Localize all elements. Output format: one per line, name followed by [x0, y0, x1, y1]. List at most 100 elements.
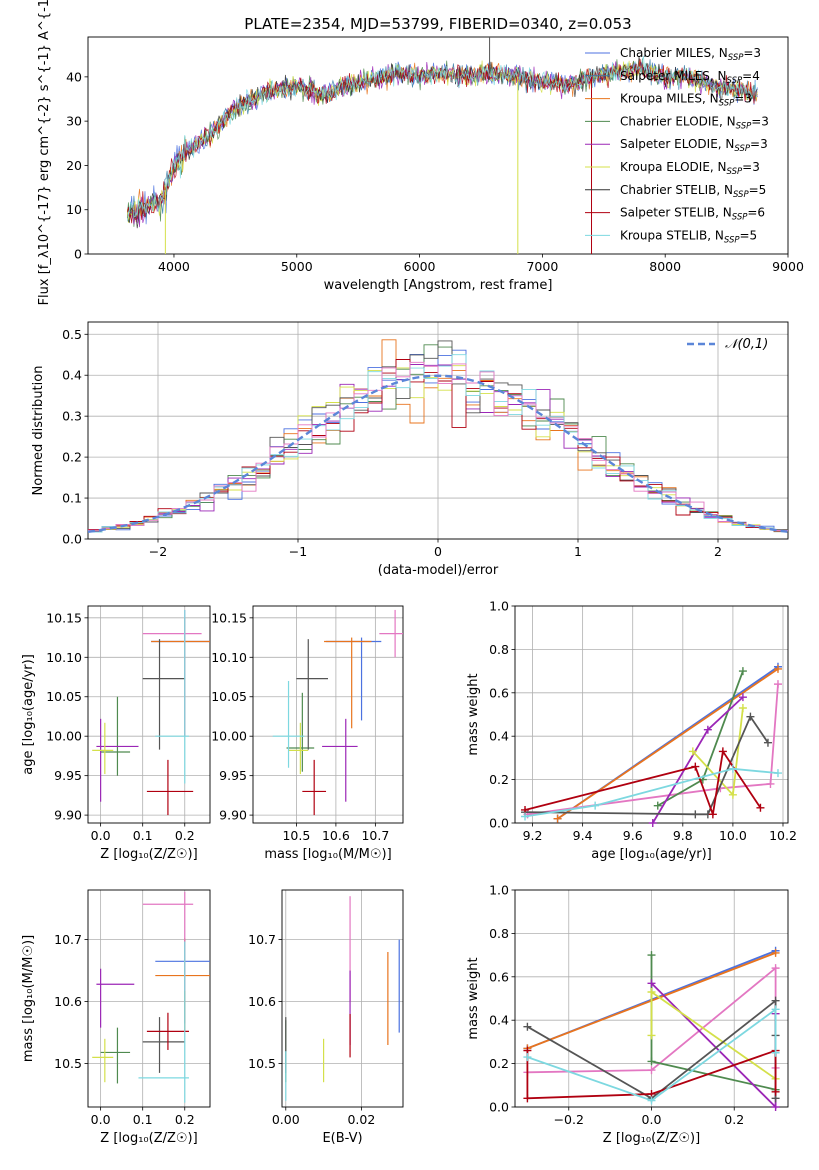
x-tick-label: 10.0: [719, 828, 747, 843]
axes-frame: [281, 889, 404, 1108]
y-tick-label: 0.4: [489, 729, 509, 744]
axes-frame: [87, 36, 789, 255]
massweight-line: [527, 684, 779, 816]
massweight-point: [771, 996, 780, 1005]
massweight-point: [647, 987, 656, 996]
massweight-point: [691, 762, 700, 771]
points-mass_vs_Z: [92, 891, 210, 1103]
y-tick-label: 0.2: [489, 772, 509, 787]
massweight-point: [763, 738, 772, 747]
figure-title: PLATE=2354, MJD=53799, FIBERID=0340, z=0…: [244, 15, 631, 33]
massweight-point: [647, 1066, 656, 1075]
axes-residuals: −2 −1 0 1 2 0.0 0.1 0.2 0.3 0.4 0.5 (data-model)/er…: [31, 321, 789, 578]
y-tick-label: 10: [66, 202, 82, 217]
y-tick-label: 10.10: [211, 650, 247, 665]
axes-massweight_vs_age: 9.2 9.4 9.6 9.8 10.0 10.2 0.0 0.2 0.4 0.6 0.8 1.0 ag…: [466, 599, 797, 863]
legend-label: Salpeter MILES, NSSP=4: [620, 69, 760, 86]
x-tick-label: 6000: [404, 259, 436, 274]
y-tick-label: 10.10: [46, 650, 82, 665]
spectrum-line-kroupa-stelib: [126, 55, 758, 222]
massweight-point: [553, 814, 562, 823]
x-tick-label: 0.02: [347, 1112, 375, 1127]
y-tick-label: 10.6: [54, 994, 82, 1009]
y-tick-label: 1.0: [489, 883, 509, 898]
y-tick-label: 0.6: [489, 969, 509, 984]
massweight-point: [648, 819, 657, 827]
x-axis-label: Z [log₁₀(Z/Z☉)]: [100, 1131, 197, 1146]
axes-age_vs_mass: 10.5 10.6 10.7 9.90 9.95 10.00 10.05 10.10 10.15…: [211, 605, 404, 862]
x-tick-label: 10.6: [322, 828, 350, 843]
y-tick-label: 40: [66, 69, 82, 84]
x-tick-label: 0.1: [133, 828, 153, 843]
massweight-point: [523, 1094, 532, 1103]
axes-massweight_vs_Z: −0.2 0.0 0.2 0.0 0.2 0.4 0.6 0.8 1.0 Z [log₁₀(Z/Z…: [466, 883, 789, 1146]
massweight-point: [771, 1048, 780, 1057]
y-tick-label: 0.4: [62, 368, 82, 383]
x-tick-label: 9.8: [673, 828, 693, 843]
y-tick-label: 0.4: [489, 1013, 509, 1028]
massweight-point: [647, 979, 656, 988]
y-tick-label: 9.95: [219, 768, 247, 783]
y-tick-label: 10.7: [54, 932, 82, 947]
massweight-point: [771, 1103, 780, 1111]
x-tick-label: 2: [714, 544, 722, 559]
spectrum-legend: Chabrier MILES, NSSP=3 Salpeter MILES, NS…: [585, 46, 769, 245]
y-tick-label: 10.5: [248, 1056, 276, 1071]
x-tick-label: 10.2: [769, 828, 797, 843]
y-tick-label: 9.95: [54, 768, 82, 783]
massweight-point: [688, 747, 697, 756]
x-tick-label: 9000: [772, 259, 804, 274]
x-tick-label: 0.0: [642, 1112, 662, 1127]
y-tick-label: 0.5: [62, 327, 82, 342]
y-tick-label: 30: [66, 114, 82, 129]
y-tick-label: 0.8: [489, 926, 509, 941]
axes-frame: [87, 889, 211, 1108]
massweight-point: [523, 1053, 532, 1062]
massweight-point: [647, 1031, 656, 1040]
y-axis-label: mass weight: [466, 957, 481, 1039]
axes-frame: [87, 605, 211, 824]
x-tick-label: 0.1: [133, 1112, 153, 1127]
massweight-point: [728, 790, 737, 799]
x-tick-label: 9.2: [523, 828, 543, 843]
massweight-point: [521, 812, 530, 821]
y-tick-label: 1.0: [489, 599, 509, 614]
x-tick-label: 5000: [281, 259, 313, 274]
x-tick-label: 0.0: [91, 828, 111, 843]
legend-label: Chabrier MILES, NSSP=3: [620, 46, 761, 63]
legend-label: Chabrier ELODIE, NSSP=3: [620, 114, 769, 131]
massweight-line: [527, 1007, 777, 1102]
x-axis-label: E(B-V): [322, 1131, 362, 1146]
y-tick-label: 10.15: [46, 610, 82, 625]
y-tick-label: 10.15: [211, 610, 247, 625]
y-axis-label: age [log₁₀(age/yr)]: [21, 654, 36, 775]
y-tick-label: 0.8: [489, 642, 509, 657]
x-tick-label: −1: [289, 544, 307, 559]
massweight-point: [523, 1022, 532, 1031]
axes-frame: [514, 889, 789, 1108]
x-tick-label: 8000: [649, 259, 681, 274]
massweight-point: [653, 801, 662, 810]
x-tick-label: 0.2: [175, 828, 195, 843]
spectrum-line-chabrier-stelib: [126, 56, 758, 229]
x-axis-label: (data-model)/error: [378, 563, 499, 578]
x-tick-label: 9.6: [623, 828, 643, 843]
axes-frame: [87, 321, 789, 540]
x-tick-label: 10.7: [361, 828, 389, 843]
x-tick-label: 7000: [526, 259, 558, 274]
y-tick-label: 10.00: [211, 729, 247, 744]
legend-label: Salpeter ELODIE, NSSP=3: [620, 137, 768, 154]
axes-mass_vs_ebv: 0.00 0.02 10.5 10.6 10.7 E(B-V): [248, 889, 404, 1146]
points-mass_vs_ebv: [285, 896, 400, 1101]
legend-label: Kroupa MILES, NSSP=3: [620, 92, 752, 109]
legend-label: Chabrier STELIB, NSSP=5: [620, 183, 766, 200]
massweight-point: [691, 810, 700, 819]
massweight-line: [650, 982, 777, 1110]
massweight-point: [771, 1005, 780, 1014]
x-tick-label: 1: [574, 544, 582, 559]
massweight-point: [773, 664, 782, 673]
axes-frame: [252, 605, 404, 824]
x-axis-label: mass [log₁₀(M/M☉)]: [264, 847, 391, 862]
x-tick-label: −0.2: [554, 1112, 584, 1127]
